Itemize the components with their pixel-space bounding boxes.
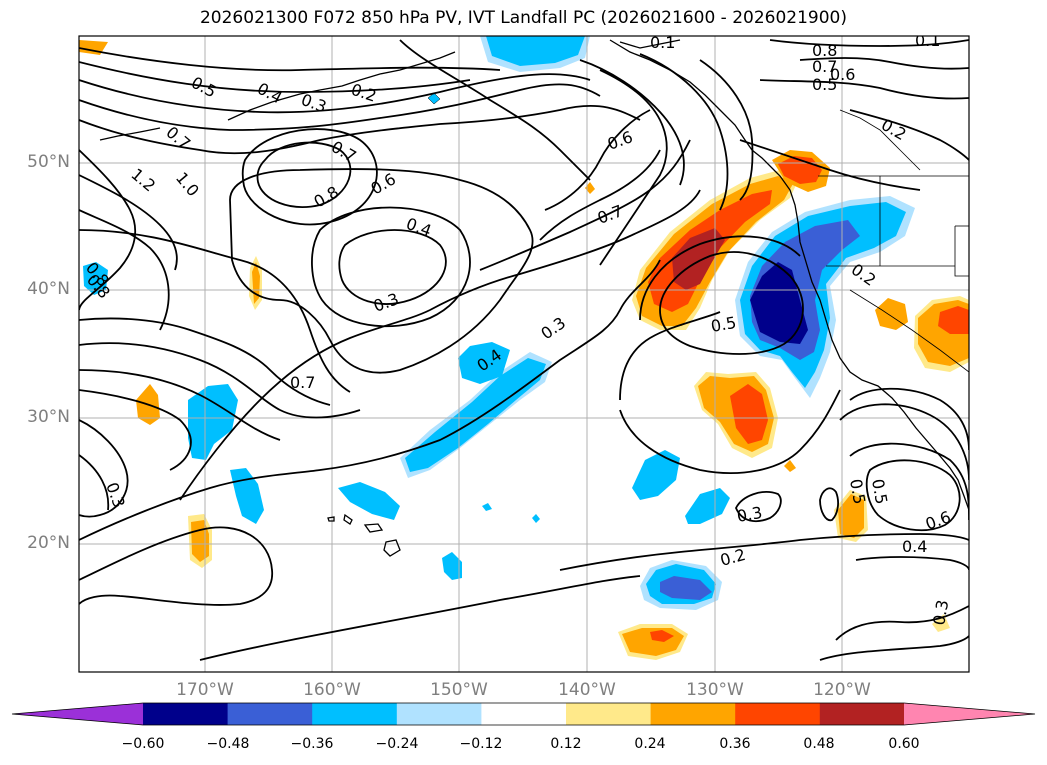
colorbar-extend-min	[12, 703, 143, 725]
contour-label: 0.3	[102, 480, 129, 510]
colorbar-tick: −0.60	[121, 736, 165, 752]
colorbar-segment	[566, 703, 652, 725]
contour-label: 0.5	[846, 477, 869, 505]
contour-label: 0.8	[812, 41, 837, 60]
lon-label: 150°W	[430, 680, 488, 700]
colorbar-tick: 0.36	[719, 736, 751, 752]
contour-label: 0.1	[915, 31, 940, 50]
colorbar-segment	[312, 703, 398, 725]
contour-label: 0.4	[254, 79, 285, 108]
contour-label: 0.4	[404, 214, 434, 241]
contour-label: 0.3	[735, 503, 763, 526]
graticule	[79, 36, 969, 672]
contour-label: 0.5	[188, 73, 219, 102]
colorbar-segment	[650, 703, 736, 725]
colorbar-segment	[143, 703, 229, 725]
colorbar-segment	[396, 703, 482, 725]
contour-label: 0.5	[709, 313, 737, 336]
lon-label: 170°W	[176, 680, 234, 700]
contour-label: 1.0	[172, 168, 203, 200]
map-frame	[78, 35, 970, 673]
lon-label: 130°W	[686, 680, 744, 700]
contour-label: 0.3	[929, 598, 952, 626]
colorbar-segment	[227, 703, 313, 725]
colorbar-segment	[819, 703, 905, 725]
contour-label: 0.8	[311, 182, 343, 211]
contour-label: 0.1	[650, 33, 675, 52]
colorbar-tick: 0.24	[634, 736, 666, 752]
lat-label: 30°N	[27, 407, 70, 427]
colorbar-tick: 0.12	[550, 736, 582, 752]
contour-label: 0.4	[902, 537, 927, 556]
colorbar-tick: −0.36	[290, 736, 334, 752]
coastlines	[99, 39, 969, 557]
contour-label: 0.7	[812, 57, 837, 76]
contour-label: 0.6	[605, 127, 635, 154]
contour-label: 0.6	[368, 169, 400, 198]
lon-label: 160°W	[303, 680, 361, 700]
contour-label: 0.3	[537, 313, 569, 343]
lon-label: 120°W	[813, 680, 871, 700]
colorbar-segment	[481, 703, 567, 725]
contour-label: 0.2	[349, 80, 379, 106]
colorbar-tick: −0.12	[459, 736, 503, 752]
shaded-anomaly-field	[79, 36, 969, 660]
contour-label: 0.5	[868, 477, 891, 505]
contour-label: 0.5	[812, 75, 837, 94]
colorbar-tick: 0.60	[888, 736, 920, 752]
colorbar-tick: 0.48	[803, 736, 835, 752]
map-title: 2026021300 F072 850 hPa PV, IVT Landfall…	[199, 8, 847, 28]
contour-label: 0.2	[848, 260, 880, 290]
contour-label: 0.3	[371, 289, 401, 316]
colorbar-tick: −0.48	[206, 736, 250, 752]
contour-label: 0.7	[595, 201, 625, 228]
contour-label: 0.7	[290, 373, 315, 392]
contour-label: 0.6	[923, 507, 953, 534]
lat-label: 20°N	[27, 533, 70, 553]
contour-lines	[79, 39, 969, 661]
lon-label: 140°W	[558, 680, 616, 700]
colorbar-segment	[735, 703, 821, 725]
lat-label: 40°N	[27, 279, 70, 299]
colorbar-tick: −0.24	[375, 736, 419, 752]
contour-label: 1.2	[127, 165, 159, 196]
colorbar	[11, 702, 1036, 726]
colorbar-segments	[143, 703, 905, 725]
colorbar-extend-max	[904, 703, 1035, 725]
contour-label: 0.7	[328, 137, 360, 166]
state-borders	[818, 109, 969, 373]
contour-label: 0.6	[830, 65, 855, 84]
lat-label: 50°N	[27, 152, 70, 172]
